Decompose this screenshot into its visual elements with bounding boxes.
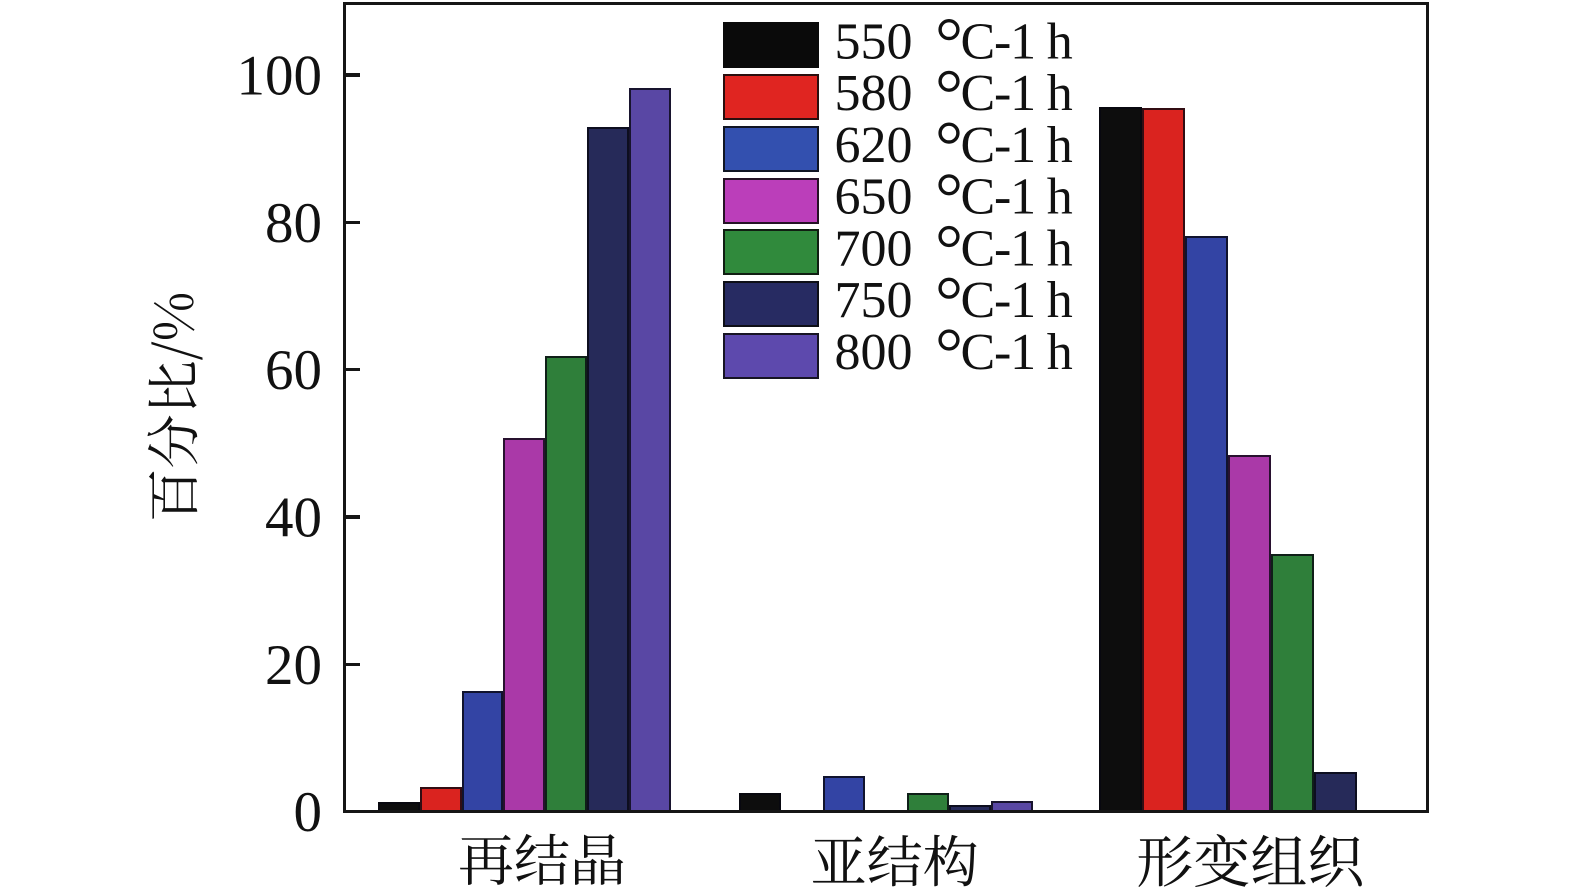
svg-text:C-1 h: C-1 h bbox=[961, 117, 1073, 174]
svg-text:800: 800 bbox=[835, 324, 913, 381]
svg-text:C-1 h: C-1 h bbox=[961, 220, 1073, 277]
svg-text:650: 650 bbox=[835, 169, 913, 226]
svg-text:550: 550 bbox=[835, 14, 913, 71]
svg-text:750: 750 bbox=[835, 272, 913, 329]
svg-text:60: 60 bbox=[265, 339, 322, 402]
svg-text:C-1 h: C-1 h bbox=[961, 324, 1073, 381]
svg-text:40: 40 bbox=[265, 487, 322, 550]
svg-text:580: 580 bbox=[835, 65, 913, 122]
svg-text:C-1 h: C-1 h bbox=[961, 272, 1073, 329]
svg-text:620: 620 bbox=[835, 117, 913, 174]
svg-text:C-1 h: C-1 h bbox=[961, 14, 1073, 71]
svg-text:20: 20 bbox=[265, 634, 322, 697]
svg-text:80: 80 bbox=[265, 192, 322, 255]
svg-text:0: 0 bbox=[294, 781, 323, 844]
svg-text:700: 700 bbox=[835, 220, 913, 277]
svg-text:C-1 h: C-1 h bbox=[961, 169, 1073, 226]
svg-text:100: 100 bbox=[237, 45, 323, 108]
svg-text:C-1 h: C-1 h bbox=[961, 65, 1073, 122]
